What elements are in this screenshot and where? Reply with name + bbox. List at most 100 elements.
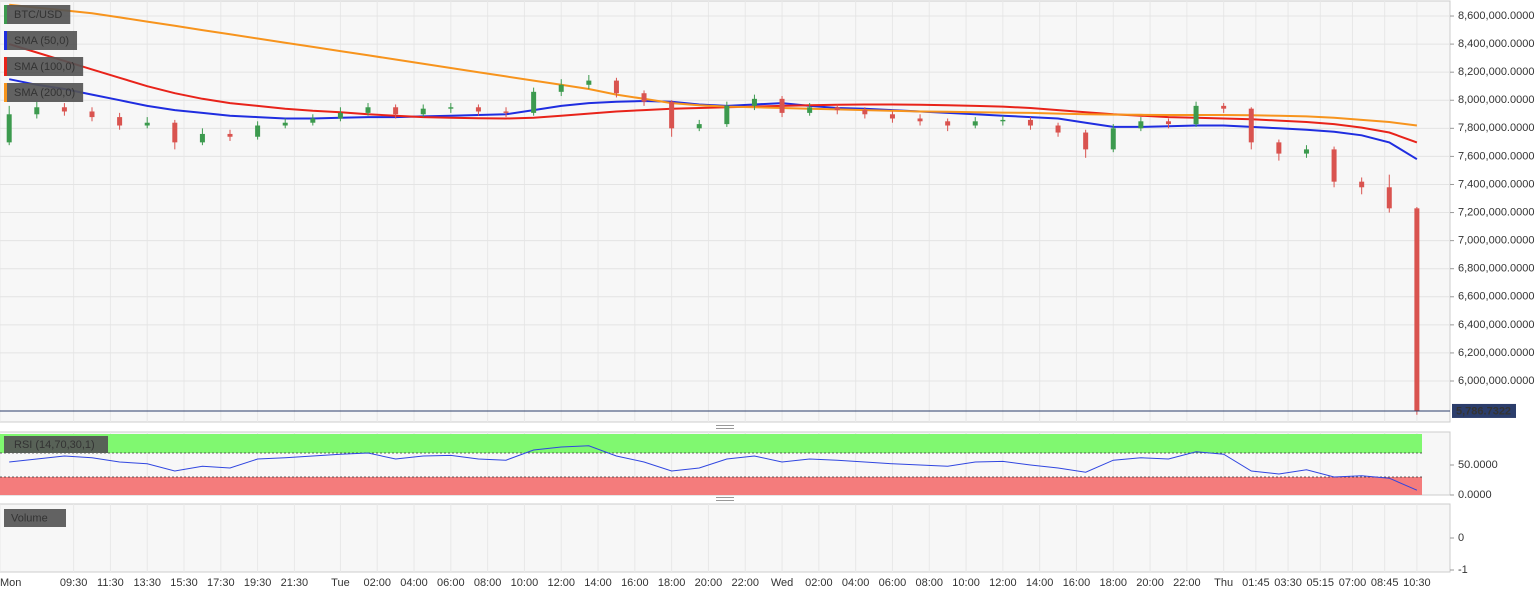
candle-body bbox=[1276, 142, 1282, 154]
x-tick-label: 12:00 bbox=[989, 577, 1017, 589]
legend-label: BTC/USD bbox=[14, 9, 62, 21]
y-tick-label: 6,400,000.0000 bbox=[1458, 319, 1534, 331]
candle-body bbox=[1221, 105, 1227, 109]
y-tick-label: 6,600,000.0000 bbox=[1458, 291, 1534, 303]
candle-body bbox=[945, 121, 951, 126]
x-tick-label: 18:00 bbox=[1099, 577, 1127, 589]
candle-body bbox=[972, 121, 978, 126]
x-tick-label: Wed bbox=[771, 577, 793, 589]
x-tick-label: 10:00 bbox=[952, 577, 980, 589]
y-tick-label: 7,800,000.0000 bbox=[1458, 122, 1534, 134]
legend-swatch bbox=[4, 83, 7, 102]
y-tick-label: 8,600,000.0000 bbox=[1458, 10, 1534, 22]
legend-swatch bbox=[4, 57, 7, 76]
candle-body bbox=[227, 133, 233, 137]
candle-body bbox=[255, 125, 261, 137]
legend-label: SMA (50,0) bbox=[14, 35, 69, 47]
y-tick-label: 0.0000 bbox=[1458, 489, 1492, 501]
candle-body bbox=[1303, 149, 1309, 154]
x-tick-label: 02:00 bbox=[363, 577, 391, 589]
candle-body bbox=[310, 118, 316, 123]
x-tick-label: 02:00 bbox=[805, 577, 833, 589]
legend-box bbox=[4, 57, 84, 76]
y-tick-label: 6,200,000.0000 bbox=[1458, 347, 1534, 359]
candle-body bbox=[531, 91, 537, 113]
sma-line bbox=[8, 43, 1418, 144]
y-tick-label: 7,600,000.0000 bbox=[1458, 150, 1534, 162]
x-tick-label: 01:45 bbox=[1242, 577, 1270, 589]
x-tick-label: 22:00 bbox=[731, 577, 759, 589]
y-tick-label: 6,800,000.0000 bbox=[1458, 263, 1534, 275]
legend-box bbox=[4, 436, 108, 453]
candle-body bbox=[1331, 149, 1337, 182]
candle-body bbox=[89, 111, 95, 118]
y-tick-label: 8,000,000.0000 bbox=[1458, 94, 1534, 106]
y-tick-label: 7,000,000.0000 bbox=[1458, 235, 1534, 247]
x-tick-label: 16:00 bbox=[1063, 577, 1091, 589]
y-tick-label: 7,400,000.0000 bbox=[1458, 178, 1534, 190]
candle-body bbox=[365, 107, 371, 113]
x-tick-label: 11:30 bbox=[97, 577, 124, 589]
candle-body bbox=[834, 107, 840, 111]
legend-label: Volume bbox=[11, 512, 48, 524]
price-panel bbox=[0, 0, 1451, 423]
x-tick-label: 10:00 bbox=[511, 577, 539, 589]
x-tick-label: 18:00 bbox=[658, 577, 686, 589]
candle-body bbox=[751, 98, 757, 106]
candle-body bbox=[1110, 128, 1116, 150]
candle-body bbox=[1000, 119, 1006, 122]
legend-label: SMA (100,0) bbox=[14, 61, 75, 73]
x-tick-label: Mon bbox=[0, 577, 21, 589]
y-tick-label: 6,000,000.0000 bbox=[1458, 375, 1534, 387]
last-price-label: 5,786.7322 bbox=[1456, 405, 1511, 417]
sma-line bbox=[9, 3, 1418, 127]
x-tick-label: 05:15 bbox=[1307, 577, 1335, 589]
candle-body bbox=[1138, 121, 1144, 129]
candle-body bbox=[862, 110, 868, 115]
y-tick-label: 8,400,000.0000 bbox=[1458, 38, 1534, 50]
x-tick-label: 17:30 bbox=[207, 577, 235, 589]
x-tick-label: 03:30 bbox=[1274, 577, 1302, 589]
overbought-zone bbox=[0, 434, 1422, 453]
candle-body bbox=[807, 107, 813, 113]
legend-box bbox=[4, 83, 84, 102]
candle-body bbox=[503, 111, 509, 113]
x-tick-label: 16:00 bbox=[621, 577, 649, 589]
x-tick-label: 20:00 bbox=[695, 577, 723, 589]
candle-body bbox=[34, 107, 40, 115]
y-tick-label: 8,200,000.0000 bbox=[1458, 66, 1534, 78]
legend-label: SMA (200,0) bbox=[14, 87, 75, 99]
candle-body bbox=[724, 105, 730, 125]
legend-box bbox=[4, 509, 66, 527]
x-tick-label: 15:30 bbox=[170, 577, 198, 589]
candle-body bbox=[172, 122, 178, 143]
candle-body bbox=[1165, 121, 1171, 125]
x-tick-label: 22:00 bbox=[1173, 577, 1201, 589]
candle-body bbox=[1414, 208, 1420, 411]
x-tick-label: 14:00 bbox=[1026, 577, 1054, 589]
x-tick-label: 20:00 bbox=[1136, 577, 1164, 589]
candle-body bbox=[61, 107, 67, 112]
candle-body bbox=[889, 114, 895, 119]
x-tick-label: Tue bbox=[331, 577, 350, 589]
candle-body bbox=[917, 118, 923, 122]
legend-box bbox=[4, 5, 71, 24]
candle-body bbox=[641, 93, 647, 102]
candle-body bbox=[1386, 187, 1392, 209]
y-tick-label: 7,200,000.0000 bbox=[1458, 206, 1534, 218]
x-tick-label: 08:00 bbox=[915, 577, 943, 589]
y-tick-label: 50.0000 bbox=[1458, 459, 1498, 471]
x-tick-label: 08:00 bbox=[474, 577, 502, 589]
candle-body bbox=[1193, 105, 1199, 125]
candle-body bbox=[448, 107, 454, 109]
x-tick-label: 07:00 bbox=[1339, 577, 1367, 589]
resize-handle[interactable] bbox=[716, 425, 734, 501]
legend-swatch bbox=[4, 5, 7, 24]
x-tick-label: 04:00 bbox=[400, 577, 428, 589]
candle-body bbox=[117, 117, 123, 126]
candle-body bbox=[393, 107, 399, 115]
last-price-box bbox=[1452, 403, 1516, 418]
candle-body bbox=[779, 98, 785, 113]
x-tick-label: 09:30 bbox=[60, 577, 88, 589]
